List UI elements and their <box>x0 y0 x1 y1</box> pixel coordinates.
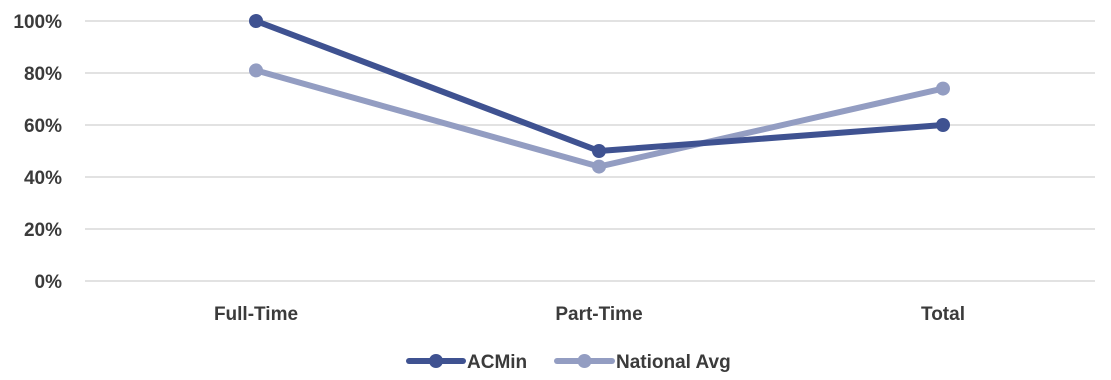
y-tick-label: 0% <box>35 272 63 293</box>
data-point <box>249 63 263 78</box>
gridlines <box>85 20 1095 282</box>
legend-swatch-marker <box>429 354 443 368</box>
data-point <box>592 159 606 174</box>
y-tick-label: 80% <box>24 64 62 85</box>
data-point <box>592 144 606 158</box>
series-lines <box>249 14 950 174</box>
y-tick-label: 40% <box>24 168 62 189</box>
legend-item: ACMin <box>406 352 527 373</box>
y-tick-label: 20% <box>24 220 62 241</box>
x-category-label: Total <box>921 304 965 325</box>
data-point <box>249 14 263 28</box>
legend-label: National Avg <box>616 352 731 373</box>
x-axis-category-labels: Full-Time Part-Time Total <box>214 304 965 325</box>
series-line-0 <box>253 18 946 154</box>
y-tick-label: 100% <box>13 12 62 33</box>
legend-label: ACMin <box>467 352 527 373</box>
data-point <box>936 118 950 132</box>
legend: ACMin National Avg <box>406 352 731 373</box>
data-point <box>936 81 950 96</box>
x-category-label: Part-Time <box>555 304 642 325</box>
y-tick-label: 60% <box>24 116 62 137</box>
x-category-label: Full-Time <box>214 304 298 325</box>
y-axis-tick-labels: 0% 20% 40% 60% 80% 100% <box>13 12 62 293</box>
legend-item: National Avg <box>554 352 731 373</box>
legend-swatch-marker <box>577 354 592 368</box>
